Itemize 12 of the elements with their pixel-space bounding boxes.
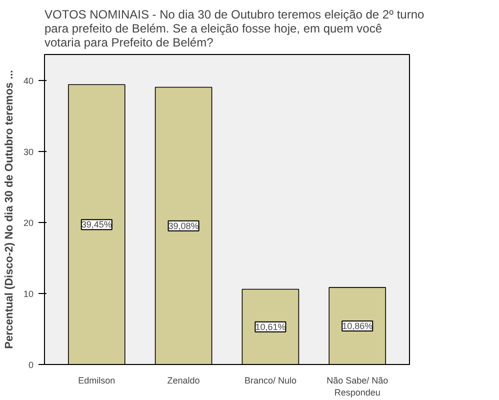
x-tick-label: Branco/ Nulo [244,376,296,386]
x-tick-label: Zenaldo [167,376,200,386]
y-tick-label: 20 [23,218,34,228]
y-tick-label: 40 [23,76,34,86]
y-tick-label: 30 [23,147,34,158]
y-tick-label: 0 [28,360,34,370]
x-tick-label: Edmilson [78,376,116,386]
y-axis-title: Percentual (Disco-2) No dia 30 de Outubro teremos ... [3,70,16,349]
x-tick-label: Não Sabe/ Não Respondeu [326,376,388,398]
y-tick-label: 10 [23,289,34,300]
chart-title: VOTOS NOMINAIS - No dia 30 de Outubro teremos eleição de 2º turno para prefeito de Belém. Se a eleição fosse hoje, em quem você votaria para Prefeito de Belém? [44,8,424,50]
data-label: 39,45% [81,220,112,230]
